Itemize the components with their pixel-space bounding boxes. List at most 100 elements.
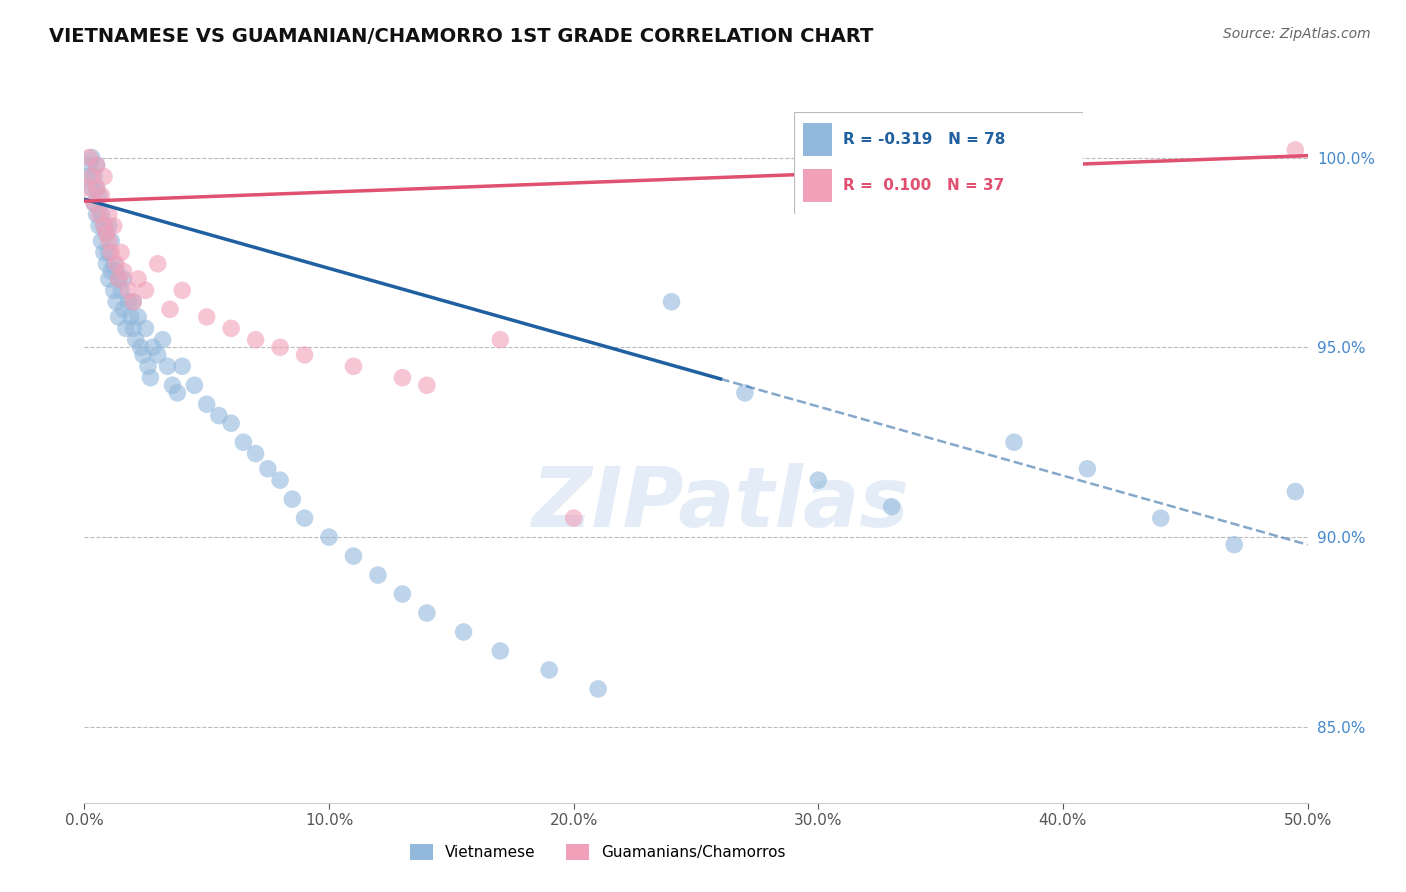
Point (90, 207, 112, 221)
Point (105, 257, 128, 271)
Point (87, 219, 110, 233)
Point (166, 385, 188, 400)
Point (146, 348, 169, 362)
Point (93, 169, 115, 184)
Point (93, 219, 115, 233)
Point (1002, 435, 1025, 450)
Text: VIETNAMESE VS GUAMANIAN/CHAMORRO 1ST GRADE CORRELATION CHART: VIETNAMESE VS GUAMANIAN/CHAMORRO 1ST GRA… (49, 27, 873, 45)
Point (219, 321, 242, 335)
Point (1284, 143, 1306, 157)
Point (100, 245, 122, 260)
Point (122, 321, 145, 335)
Point (100, 234, 122, 248)
Point (97, 272, 120, 286)
Point (391, 370, 413, 384)
Point (86, 158, 108, 172)
Point (127, 272, 149, 286)
Point (1076, 462, 1098, 476)
Text: R =  0.100   N = 37: R = 0.100 N = 37 (844, 178, 1005, 193)
Point (90, 234, 112, 248)
Point (80, 181, 103, 195)
Point (195, 310, 218, 324)
Point (172, 359, 194, 374)
Point (112, 272, 135, 286)
Point (152, 333, 174, 347)
Point (117, 294, 139, 309)
Point (257, 462, 280, 476)
Point (586, 681, 609, 696)
Point (734, 385, 756, 400)
Point (208, 409, 231, 423)
Point (86, 181, 108, 195)
Point (156, 359, 179, 374)
Point (83, 196, 105, 211)
Point (107, 272, 129, 286)
Point (416, 606, 439, 620)
Point (139, 370, 162, 384)
Point (97, 234, 120, 248)
Point (135, 284, 157, 298)
Point (132, 348, 155, 362)
Point (112, 264, 135, 278)
Point (342, 359, 364, 374)
Text: Source: ZipAtlas.com: Source: ZipAtlas.com (1223, 27, 1371, 41)
Point (107, 310, 129, 324)
Point (86, 158, 108, 172)
FancyBboxPatch shape (794, 112, 1083, 214)
Point (453, 625, 475, 640)
Point (538, 663, 561, 677)
Point (77, 151, 100, 165)
Point (294, 348, 316, 362)
Point (97, 219, 120, 233)
Point (245, 333, 267, 347)
Point (1284, 484, 1306, 499)
Point (117, 284, 139, 298)
Point (162, 378, 184, 392)
Point (135, 321, 157, 335)
Point (880, 500, 903, 514)
Bar (803, 123, 832, 155)
Point (232, 435, 254, 450)
Point (93, 245, 115, 260)
Point (96, 257, 118, 271)
Point (159, 302, 181, 317)
Point (86, 181, 108, 195)
Point (105, 294, 128, 309)
Point (87, 188, 110, 202)
Point (562, 511, 585, 525)
Point (142, 340, 165, 354)
Point (416, 378, 439, 392)
Point (80, 151, 103, 165)
Point (83, 196, 105, 211)
Point (93, 219, 115, 233)
Point (127, 310, 149, 324)
Point (103, 257, 125, 271)
Bar (803, 169, 832, 202)
Point (122, 294, 145, 309)
Point (115, 321, 138, 335)
Point (87, 207, 110, 221)
Point (281, 492, 304, 507)
Point (97, 207, 120, 221)
Point (318, 530, 340, 544)
Point (807, 473, 830, 487)
Text: ZIPatlas: ZIPatlas (531, 463, 910, 543)
Point (96, 227, 118, 241)
Point (125, 333, 148, 347)
Point (100, 264, 122, 278)
Point (146, 257, 169, 271)
Point (172, 284, 194, 298)
Point (86, 207, 108, 221)
Point (96, 227, 118, 241)
Point (97, 245, 120, 260)
Text: R = -0.319   N = 78: R = -0.319 N = 78 (844, 132, 1005, 146)
Point (269, 340, 291, 354)
Point (129, 340, 152, 354)
Point (112, 302, 135, 317)
Point (1223, 538, 1246, 552)
Point (342, 549, 364, 563)
Point (367, 568, 389, 582)
Point (105, 264, 128, 278)
Point (391, 587, 413, 601)
Point (90, 188, 112, 202)
